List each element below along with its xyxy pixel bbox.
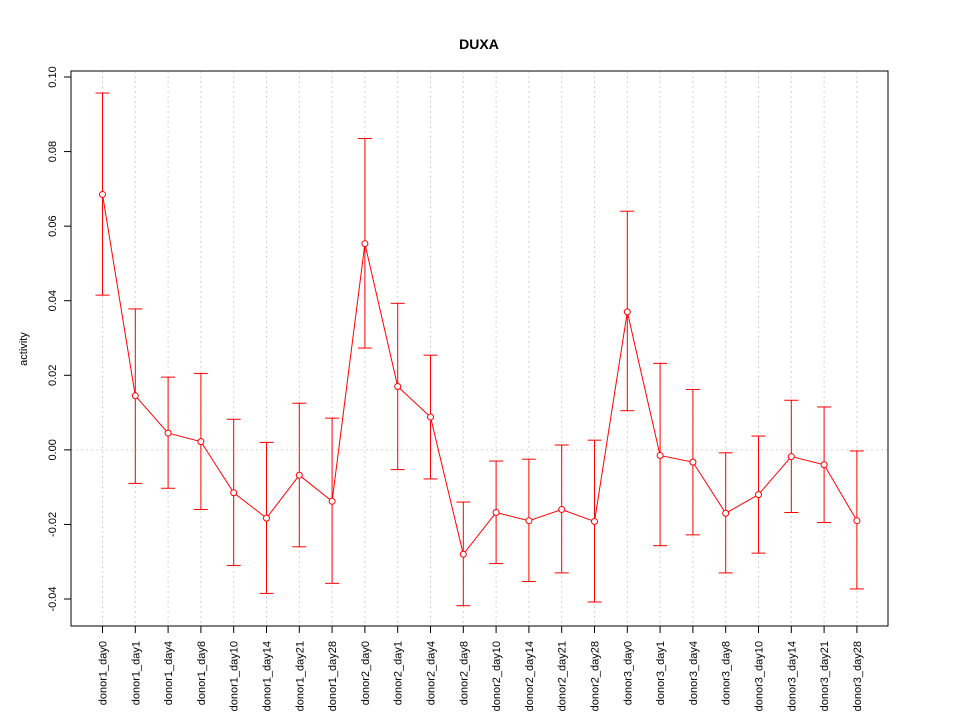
data-point xyxy=(623,308,631,316)
data-point xyxy=(656,451,664,459)
series-line xyxy=(102,194,858,556)
data-point xyxy=(459,550,467,558)
chart-title: DUXA xyxy=(459,36,499,52)
axis-layer: -0.04 -0.02 0.00 0.02 0.04 0.06 0.08 0.10 donor1… xyxy=(47,66,864,711)
y-tick-label: -0.02 xyxy=(47,512,59,537)
x-tick-label: donor1_day28 xyxy=(327,641,339,711)
x-tick-label: donor2_day28 xyxy=(590,641,602,711)
y-tick-label: 0.10 xyxy=(47,66,59,87)
x-tick-label: donor1_day4 xyxy=(163,641,175,705)
data-point xyxy=(591,517,598,525)
data-point xyxy=(525,517,533,525)
x-tick-label: donor2_day4 xyxy=(426,641,438,705)
x-tick-label: donor3_day1 xyxy=(655,641,667,705)
data-point xyxy=(164,429,172,437)
data-layer xyxy=(95,92,864,607)
x-tick-label: donor1_day21 xyxy=(294,641,306,711)
data-point xyxy=(853,517,861,525)
y-tick-label: 0.06 xyxy=(47,215,59,236)
data-point xyxy=(558,506,566,514)
x-tick-label: donor3_day10 xyxy=(754,641,766,711)
data-point xyxy=(361,240,369,248)
data-point xyxy=(755,491,762,499)
x-tick-label: donor3_day14 xyxy=(786,641,798,711)
y-axis-label: activity xyxy=(18,332,30,366)
grid-layer xyxy=(71,71,888,626)
x-tick-label: donor3_day8 xyxy=(721,641,733,705)
y-tick-label: 0.08 xyxy=(47,141,59,162)
data-point xyxy=(197,438,205,446)
data-point xyxy=(295,471,303,479)
x-tick-label: donor2_day1 xyxy=(393,641,405,705)
x-tick-label: donor1_day10 xyxy=(229,641,241,711)
x-tick-label: donor2_day21 xyxy=(557,641,569,711)
y-tick-label: -0.04 xyxy=(47,586,59,611)
x-tick-label: donor3_day28 xyxy=(852,641,864,711)
data-point xyxy=(230,489,238,497)
data-point xyxy=(787,453,795,461)
data-point xyxy=(263,514,270,522)
data-point xyxy=(689,458,697,466)
x-tick-label: donor1_day1 xyxy=(130,641,142,705)
x-tick-label: donor2_day0 xyxy=(360,641,372,705)
x-tick-label: donor3_day0 xyxy=(622,641,634,705)
x-tick-label: donor2_day8 xyxy=(458,641,470,705)
data-point xyxy=(427,413,434,421)
x-tick-label: donor3_day4 xyxy=(688,641,700,705)
y-tick-label: 0.00 xyxy=(47,439,59,460)
data-point xyxy=(394,382,402,390)
x-tick-label: donor2_day14 xyxy=(524,641,536,711)
x-tick-label: donor3_day21 xyxy=(819,641,831,711)
data-point xyxy=(131,392,139,400)
x-tick-label: donor1_day8 xyxy=(196,641,208,705)
x-tick-label: donor1_day0 xyxy=(98,641,110,705)
data-point xyxy=(820,461,828,469)
x-tick-label: donor2_day10 xyxy=(491,641,503,711)
data-point xyxy=(99,190,106,198)
data-point xyxy=(722,509,730,517)
y-tick-label: 0.02 xyxy=(47,365,59,386)
x-tick-label: donor1_day14 xyxy=(262,641,274,711)
plot-frame xyxy=(70,70,889,627)
data-point xyxy=(492,508,500,516)
data-point xyxy=(328,497,336,505)
y-tick-label: 0.04 xyxy=(47,290,59,311)
